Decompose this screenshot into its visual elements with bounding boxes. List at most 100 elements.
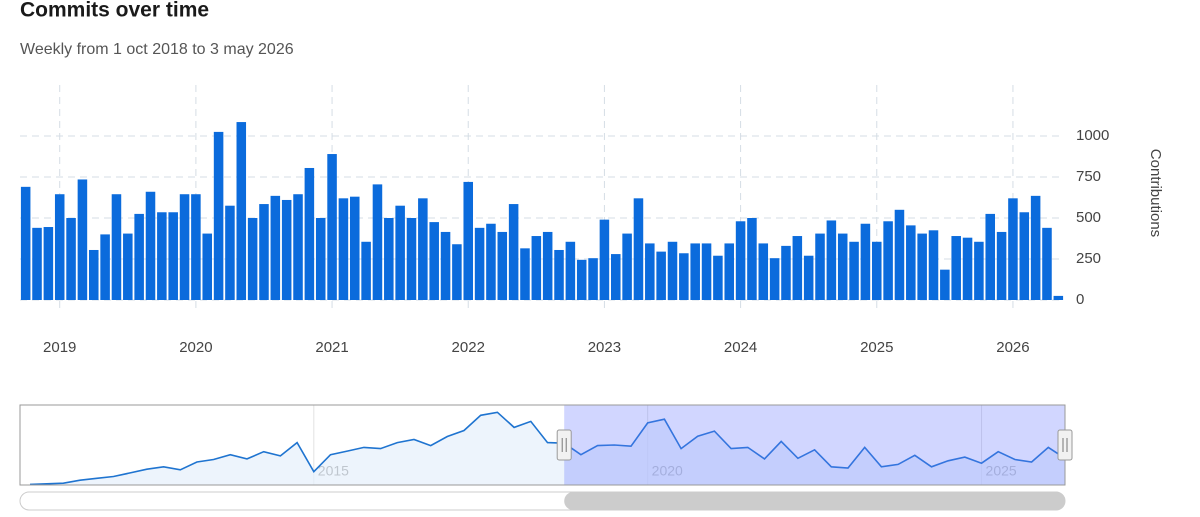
bar <box>1053 295 1064 300</box>
bar <box>690 243 700 300</box>
bar <box>1019 212 1030 300</box>
y-axis-label: Contributions <box>1147 149 1164 237</box>
bar <box>43 227 54 300</box>
bar <box>304 167 315 300</box>
bar <box>554 249 564 300</box>
bar <box>236 122 247 300</box>
bar <box>497 231 508 300</box>
bar <box>735 221 746 300</box>
bar <box>134 213 144 300</box>
navigator-handle[interactable] <box>556 429 572 461</box>
bar <box>576 259 587 300</box>
bar <box>349 196 360 300</box>
bar <box>667 241 678 300</box>
bar <box>792 236 803 300</box>
bar <box>837 233 848 300</box>
bar <box>679 253 689 300</box>
navigator-selection[interactable] <box>564 405 1065 485</box>
navigator-area <box>30 412 1065 485</box>
bar <box>917 233 927 300</box>
bar <box>588 258 598 300</box>
bar <box>32 227 42 300</box>
bar <box>77 179 88 300</box>
bar <box>395 205 405 300</box>
bar <box>474 227 485 300</box>
x-tick-label: 2026 <box>996 339 1029 356</box>
bar <box>452 244 462 300</box>
bar <box>849 241 859 300</box>
bar <box>168 212 178 300</box>
bar <box>656 251 666 300</box>
y-tick-label: 500 <box>1076 209 1101 226</box>
bar <box>826 220 837 300</box>
bar <box>88 249 99 300</box>
bar <box>769 258 780 300</box>
bar <box>758 243 769 300</box>
bar <box>315 218 326 300</box>
bar <box>54 194 65 300</box>
bar <box>871 241 882 300</box>
bar <box>713 255 723 300</box>
bar <box>20 186 31 300</box>
bar <box>145 191 156 300</box>
x-tick-label: 2025 <box>860 339 893 356</box>
bar <box>724 243 735 300</box>
bar <box>361 241 371 300</box>
scrollbar-thumb[interactable] <box>564 492 1065 510</box>
bar <box>701 243 712 300</box>
bar <box>883 221 893 300</box>
bar <box>66 218 76 300</box>
bar <box>486 223 496 300</box>
bar <box>1008 198 1018 300</box>
bar <box>542 231 553 300</box>
chart-subtitle: Weekly from 1 oct 2018 to 3 may 2026 <box>20 41 294 58</box>
y-tick-label: 1000 <box>1076 127 1109 144</box>
bar <box>100 234 110 300</box>
bar <box>996 231 1007 300</box>
bar <box>202 233 213 300</box>
y-tick-label: 250 <box>1076 250 1101 267</box>
bar <box>157 212 167 300</box>
bar <box>327 154 337 300</box>
x-tick-label: 2020 <box>179 339 212 356</box>
navigator-line <box>29 411 1066 486</box>
bar <box>928 230 939 300</box>
bar <box>815 233 825 300</box>
x-tick-label: 2021 <box>315 339 348 356</box>
x-tick-label: 2023 <box>588 339 621 356</box>
y-tick-label: 750 <box>1076 168 1101 185</box>
bar <box>247 218 258 300</box>
bar <box>281 199 292 300</box>
chart-title: Commits over time <box>20 0 209 22</box>
bar <box>111 194 122 300</box>
bar <box>338 198 349 300</box>
bar <box>123 233 133 300</box>
bar <box>520 248 530 300</box>
bar <box>384 218 394 300</box>
bar <box>440 231 451 300</box>
bar <box>1030 195 1041 300</box>
y-tick-label: 0 <box>1076 291 1084 308</box>
bar <box>940 269 950 300</box>
bar <box>508 204 519 300</box>
bar <box>531 236 542 300</box>
bar <box>633 198 644 300</box>
navigator-handle[interactable] <box>1057 429 1073 461</box>
bar <box>225 205 235 300</box>
bar <box>463 181 474 300</box>
bar <box>372 184 383 300</box>
bar <box>803 255 814 300</box>
bar <box>860 223 871 300</box>
bar <box>259 204 269 300</box>
x-tick-label: 2019 <box>43 339 76 356</box>
bar <box>985 213 996 300</box>
bar <box>1042 227 1052 300</box>
bar <box>270 195 281 300</box>
bar <box>974 241 984 300</box>
bar <box>418 198 428 300</box>
bar <box>406 218 417 300</box>
x-tick-label: 2024 <box>724 339 757 356</box>
bar <box>429 222 439 300</box>
